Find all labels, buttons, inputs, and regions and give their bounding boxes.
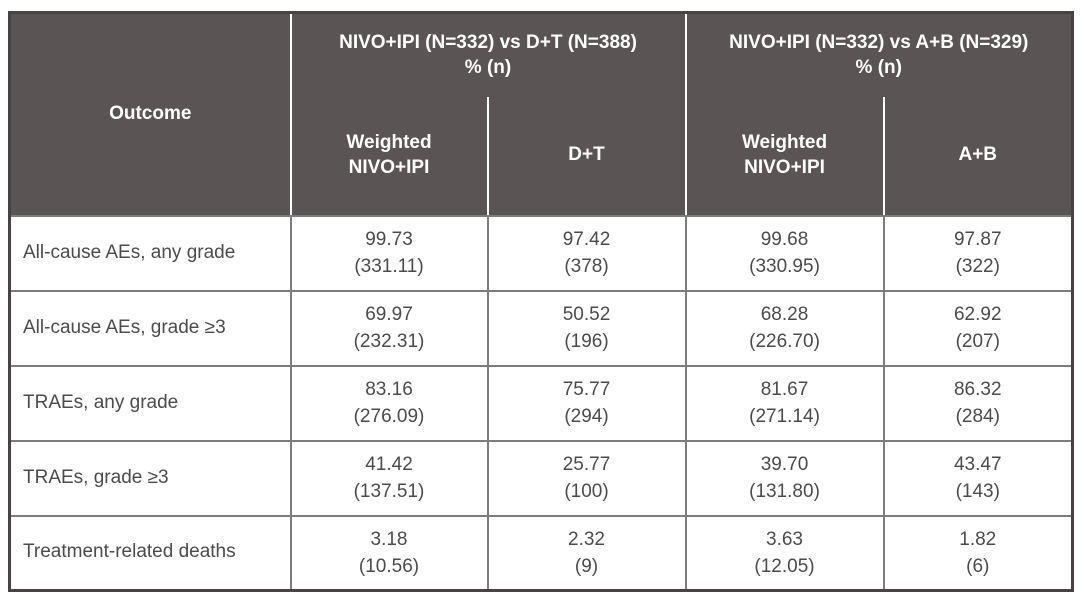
n-value: (131.80) (749, 481, 820, 502)
value-cell: 99.73 (331.11) (289, 214, 489, 292)
pct-value: 68.28 (760, 304, 809, 325)
outcome-column-header: Outcome (8, 12, 292, 217)
header-group-row: Outcome NIVO+IPI (N=332) vs D+T (N=388) … (8, 11, 1074, 217)
n-value: (143) (955, 481, 1000, 502)
pct-value: 2.32 (568, 528, 605, 550)
table-row: All-cause AEs, grade ≥3 69.97 (232.31) 5… (8, 289, 1074, 367)
n-value: (284) (955, 406, 1000, 427)
pct-value: 43.47 (953, 454, 1002, 475)
header-subcolumn-row: Weighted NIVO+IPI D+T Weighted NIVO+IPI … (10, 96, 1074, 217)
table-header: Outcome NIVO+IPI (N=332) vs D+T (N=388) … (8, 11, 1074, 217)
value-cell: 2.32 (9) (486, 514, 687, 592)
table-row: TRAEs, grade ≥3 41.42 (137.51) 25.77 (10… (8, 439, 1074, 517)
value-cell: 97.87 (322) (882, 214, 1074, 292)
group-subtitle-nivo-vs-ab: % (n) (855, 57, 902, 79)
pct-value: 97.42 (562, 229, 611, 250)
n-value: (276.09) (353, 406, 425, 427)
n-value: (137.51) (353, 481, 425, 502)
value-cell: 97.42 (378) (486, 214, 687, 292)
pct-value: 69.97 (365, 304, 413, 325)
group-header-nivo-vs-dt: NIVO+IPI (N=332) vs D+T (N=388) % (n) (289, 11, 687, 97)
n-value: (196) (564, 331, 609, 352)
value-cell: 69.97 (232.31) (289, 289, 489, 367)
outcomes-table: Outcome NIVO+IPI (N=332) vs D+T (N=388) … (8, 11, 1075, 592)
column-header-ab: A+B (882, 96, 1074, 217)
value-cell: 75.77 (294) (486, 364, 687, 442)
n-value: (100) (564, 481, 609, 502)
pct-value: 99.68 (760, 229, 809, 250)
outcome-label: Treatment-related deaths (8, 514, 292, 592)
n-value: (331.11) (354, 256, 424, 277)
value-cell: 99.68 (330.95) (684, 214, 885, 292)
outcome-label: All-cause AEs, grade ≥3 (8, 289, 292, 367)
pct-value: 41.42 (365, 454, 413, 475)
n-value: (226.70) (749, 331, 820, 352)
pct-value: 99.73 (365, 229, 413, 250)
outcome-label: TRAEs, grade ≥3 (8, 439, 292, 517)
n-value: (10.56) (358, 555, 420, 577)
n-value: (271.14) (749, 406, 820, 427)
pct-value: 83.16 (365, 379, 413, 400)
value-cell: 1.82 (6) (882, 514, 1074, 592)
pct-value: 3.18 (370, 528, 408, 550)
value-cell: 83.16 (276.09) (289, 364, 489, 442)
pct-value: 86.32 (953, 379, 1002, 400)
pct-value: 25.77 (562, 454, 611, 475)
n-value: (232.31) (353, 331, 425, 352)
pct-value: 81.67 (760, 379, 809, 400)
value-cell: 86.32 (284) (882, 364, 1074, 442)
pct-value: 62.92 (953, 304, 1002, 325)
group-title-nivo-vs-ab: NIVO+IPI (N=332) vs A+B (N=329) (729, 31, 1029, 53)
value-cell: 68.28 (226.70) (684, 289, 885, 367)
value-cell: 50.52 (196) (486, 289, 687, 367)
group-header-nivo-vs-ab: NIVO+IPI (N=332) vs A+B (N=329) % (n) (684, 11, 1074, 97)
n-value: (9) (574, 555, 599, 577)
n-value: (378) (564, 256, 609, 277)
n-value: (330.95) (749, 256, 820, 277)
value-cell: 81.67 (271.14) (684, 364, 885, 442)
n-value: (6) (966, 555, 990, 577)
pct-value: 75.77 (562, 379, 611, 400)
value-cell: 25.77 (100) (486, 439, 687, 517)
pct-value: 50.52 (562, 304, 611, 325)
column-header-dt: D+T (486, 96, 687, 217)
n-value: (322) (955, 256, 1000, 277)
column-header-weighted-nivo-ipi-1: Weighted NIVO+IPI (289, 96, 489, 217)
pct-value: 3.63 (766, 528, 803, 550)
pct-value: 1.82 (959, 528, 997, 550)
column-header-weighted-nivo-ipi-2: Weighted NIVO+IPI (684, 96, 885, 217)
group-subtitle-nivo-vs-dt: % (n) (464, 57, 512, 79)
table-row: TRAEs, any grade 83.16 (276.09) 75.77 (2… (8, 364, 1074, 442)
n-value: (207) (955, 331, 1000, 352)
group-title-nivo-vs-dt: NIVO+IPI (N=332) vs D+T (N=388) (339, 31, 637, 53)
pct-value: 97.87 (953, 229, 1002, 250)
n-value: (12.05) (754, 555, 815, 577)
pct-value: 39.70 (760, 454, 809, 475)
table-body: All-cause AEs, any grade 99.73 (331.11) … (8, 214, 1074, 592)
value-cell: 3.18 (10.56) (289, 514, 489, 592)
value-cell: 43.47 (143) (882, 439, 1074, 517)
table-row: Treatment-related deaths 3.18 (10.56) 2.… (8, 514, 1074, 592)
outcome-label: TRAEs, any grade (8, 364, 292, 442)
value-cell: 3.63 (12.05) (684, 514, 885, 592)
value-cell: 62.92 (207) (882, 289, 1074, 367)
table-row: All-cause AEs, any grade 99.73 (331.11) … (8, 214, 1074, 292)
value-cell: 39.70 (131.80) (684, 439, 885, 517)
n-value: (294) (564, 406, 609, 427)
value-cell: 41.42 (137.51) (289, 439, 489, 517)
outcome-label: All-cause AEs, any grade (8, 214, 292, 292)
